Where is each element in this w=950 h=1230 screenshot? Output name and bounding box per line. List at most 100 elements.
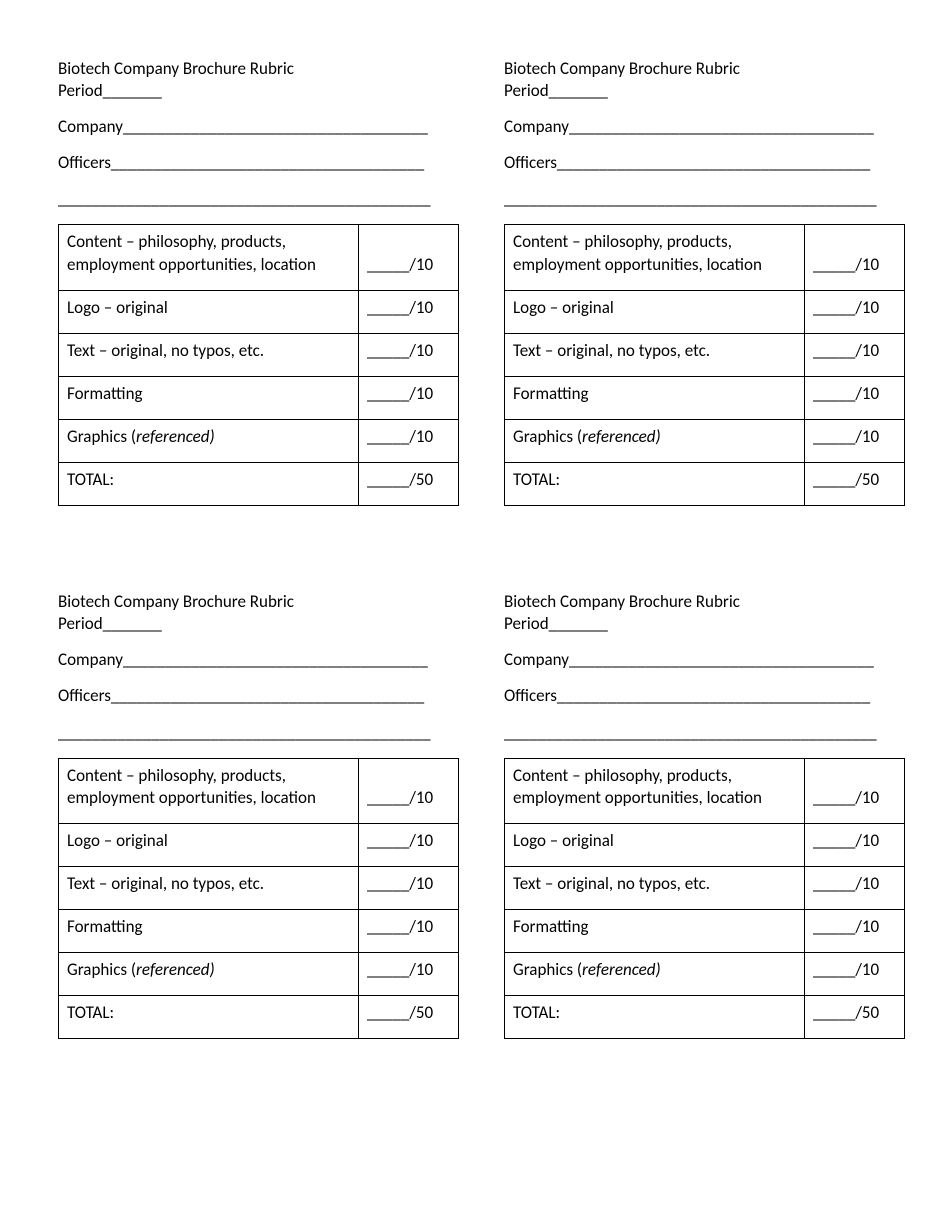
table-row: Logo – original _____/10 [505,290,905,333]
company-field: Company_________________________________… [504,649,905,671]
officers-field: Officers________________________________… [58,685,459,707]
period-blank[interactable]: _______ [549,613,608,634]
table-row: Content – philosophy, products, employme… [505,758,905,823]
criterion-label: Logo – original [505,290,805,333]
score-cell[interactable]: _____/50 [805,996,905,1039]
rubric-card: Biotech Company Brochure Rubric Period__… [504,591,905,1039]
extra-line[interactable]: ________________________________________… [58,722,459,744]
company-blank[interactable]: ____________________________________ [569,116,874,137]
rubric-card: Biotech Company Brochure Rubric Period__… [58,591,459,1039]
score-cell[interactable]: _____/10 [359,953,459,996]
officers-field: Officers________________________________… [504,685,905,707]
company-field: Company_________________________________… [504,116,905,138]
criterion-label: TOTAL: [505,463,805,506]
score-cell[interactable]: _____/10 [805,823,905,866]
score-cell[interactable]: _____/10 [359,419,459,462]
score-cell[interactable]: _____/10 [805,758,905,823]
criterion-label: TOTAL: [59,463,359,506]
score-cell[interactable]: _____/10 [359,866,459,909]
criterion-label: Formatting [505,376,805,419]
criterion-label: Graphics (referenced) [505,419,805,462]
extra-line[interactable]: ________________________________________… [504,188,905,210]
company-label: Company [58,116,123,137]
score-cell[interactable]: _____/10 [805,953,905,996]
period-label: Period [58,613,103,634]
extra-line[interactable]: ________________________________________… [504,722,905,744]
criterion-label: Content – philosophy, products, employme… [59,225,359,290]
score-cell[interactable]: _____/10 [805,376,905,419]
officers-blank[interactable]: _____________________________________ [557,685,870,706]
table-row: Graphics (referenced) _____/10 [59,953,459,996]
table-row: Content – philosophy, products, employme… [59,225,459,290]
officers-label: Officers [58,685,111,706]
table-row: TOTAL: _____/50 [505,463,905,506]
table-row: Text – original, no typos, etc. _____/10 [59,866,459,909]
table-row: Formatting _____/10 [59,909,459,952]
officers-label: Officers [58,152,111,173]
score-cell[interactable]: _____/10 [805,866,905,909]
rubric-title: Biotech Company Brochure Rubric [504,591,905,613]
officers-label: Officers [504,685,557,706]
criterion-prefix: Graphics ( [513,959,582,980]
criterion-label: Text – original, no typos, etc. [59,866,359,909]
rubric-title: Biotech Company Brochure Rubric [58,58,459,80]
criterion-label: Content – philosophy, products, employme… [505,225,805,290]
officers-label: Officers [504,152,557,173]
score-cell[interactable]: _____/50 [359,463,459,506]
table-row: Logo – original _____/10 [59,290,459,333]
rubric-card: Biotech Company Brochure Rubric Period__… [504,58,905,506]
table-row: Content – philosophy, products, employme… [505,225,905,290]
period-blank[interactable]: _______ [103,613,162,634]
company-label: Company [504,116,569,137]
period-label: Period [504,80,549,101]
criterion-label: Logo – original [505,823,805,866]
criterion-label: Text – original, no typos, etc. [505,333,805,376]
score-cell[interactable]: _____/10 [359,758,459,823]
criterion-italic: referenced) [582,959,661,980]
company-field: Company_________________________________… [58,116,459,138]
criterion-label: Formatting [59,376,359,419]
score-cell[interactable]: _____/10 [359,333,459,376]
score-cell[interactable]: _____/10 [359,823,459,866]
period-field: Period_______ [504,80,905,102]
officers-blank[interactable]: _____________________________________ [111,685,424,706]
period-label: Period [504,613,549,634]
criterion-label: Formatting [59,909,359,952]
rubric-table: Content – philosophy, products, employme… [58,224,459,506]
score-cell[interactable]: _____/50 [359,996,459,1039]
score-cell[interactable]: _____/10 [805,909,905,952]
period-blank[interactable]: _______ [549,80,608,101]
officers-blank[interactable]: _____________________________________ [111,152,424,173]
criterion-prefix: Graphics ( [67,959,136,980]
table-row: Text – original, no typos, etc. _____/10 [59,333,459,376]
officers-blank[interactable]: _____________________________________ [557,152,870,173]
score-cell[interactable]: _____/10 [359,225,459,290]
score-cell[interactable]: _____/10 [359,376,459,419]
criterion-label: Text – original, no typos, etc. [505,866,805,909]
score-cell[interactable]: _____/10 [805,290,905,333]
table-row: Formatting _____/10 [505,376,905,419]
period-field: Period_______ [58,80,459,102]
score-cell[interactable]: _____/10 [359,290,459,333]
company-blank[interactable]: ____________________________________ [569,649,874,670]
company-blank[interactable]: ____________________________________ [123,116,428,137]
company-blank[interactable]: ____________________________________ [123,649,428,670]
table-row: TOTAL: _____/50 [505,996,905,1039]
table-row: Graphics (referenced) _____/10 [59,419,459,462]
period-blank[interactable]: _______ [103,80,162,101]
table-row: Formatting _____/10 [505,909,905,952]
criterion-label: Graphics (referenced) [59,419,359,462]
extra-line[interactable]: ________________________________________… [58,188,459,210]
score-cell[interactable]: _____/10 [805,419,905,462]
score-cell[interactable]: _____/50 [805,463,905,506]
score-cell[interactable]: _____/10 [359,909,459,952]
page: Biotech Company Brochure Rubric Period__… [0,0,950,1079]
score-cell[interactable]: _____/10 [805,333,905,376]
rubric-title: Biotech Company Brochure Rubric [504,58,905,80]
rubric-table: Content – philosophy, products, employme… [58,758,459,1040]
table-row: Logo – original _____/10 [505,823,905,866]
table-row: Logo – original _____/10 [59,823,459,866]
officers-field: Officers________________________________… [504,152,905,174]
score-cell[interactable]: _____/10 [805,225,905,290]
table-row: TOTAL: _____/50 [59,463,459,506]
